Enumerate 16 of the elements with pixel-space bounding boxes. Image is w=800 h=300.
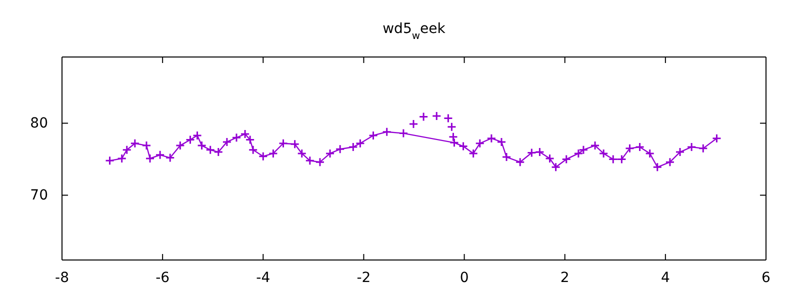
point <box>446 122 456 132</box>
x-tick-label: 4 <box>660 270 670 286</box>
x-tick-label: -4 <box>256 270 270 286</box>
x-tick-label: -8 <box>55 270 69 286</box>
x-tick-label: 6 <box>762 270 771 286</box>
x-tick-label: -2 <box>356 270 371 286</box>
x-tick-label: -6 <box>156 270 170 286</box>
chart-title: wd5$_{w}$eek <box>382 21 446 42</box>
y-tick-label: 70 <box>30 188 48 204</box>
point <box>418 112 428 122</box>
x-tick-label: 2 <box>560 270 570 286</box>
point <box>408 119 418 129</box>
x-tick-label: 0 <box>460 270 469 286</box>
point <box>432 111 442 121</box>
y-tick-label: 80 <box>30 116 48 132</box>
point <box>443 113 453 123</box>
